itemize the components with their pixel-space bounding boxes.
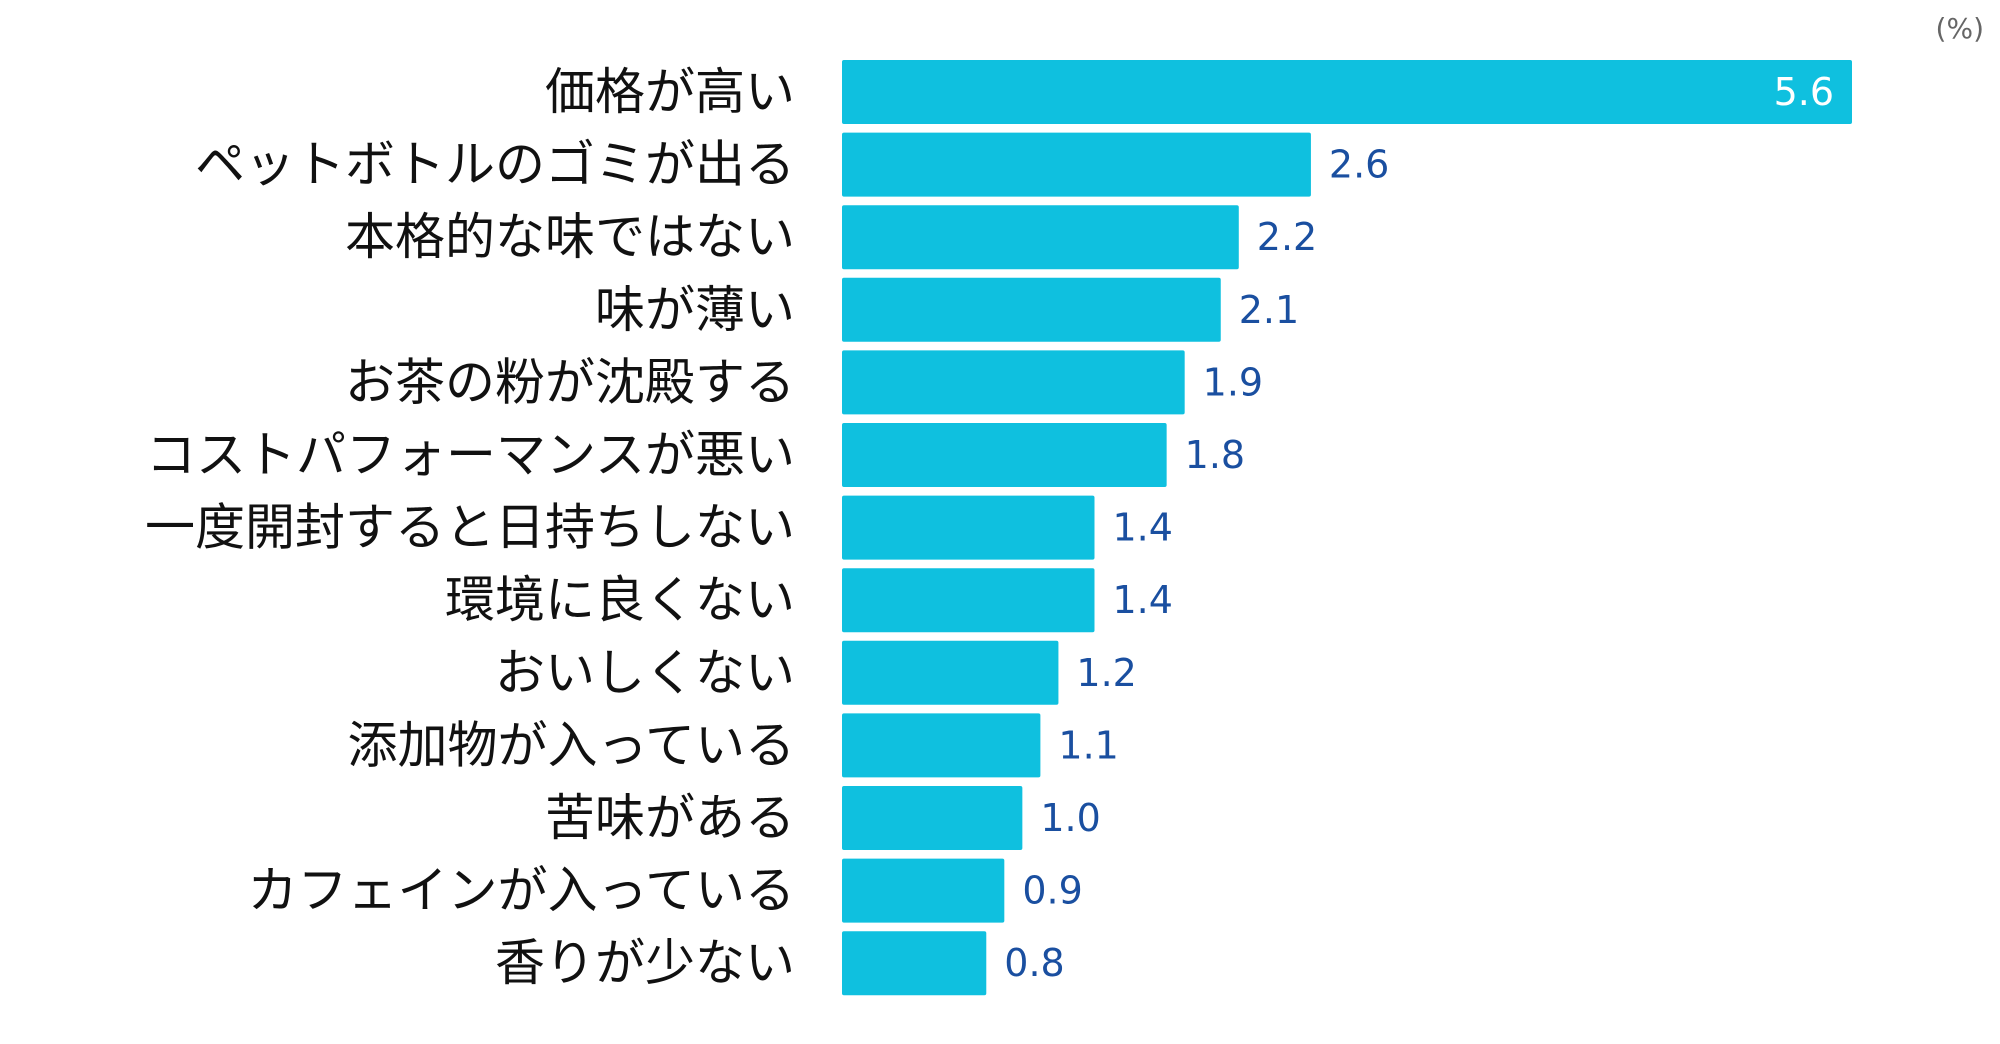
category-label: コストパフォーマンスが悪い bbox=[146, 426, 795, 484]
bar bbox=[842, 786, 1023, 850]
bar bbox=[842, 713, 1041, 778]
value-label: 0.9 bbox=[1022, 869, 1082, 913]
value-label: 1.4 bbox=[1113, 506, 1173, 550]
category-label: 添加物が入っている bbox=[348, 716, 796, 774]
bar bbox=[842, 350, 1185, 415]
bar bbox=[842, 277, 1221, 342]
bar bbox=[842, 205, 1239, 270]
category-label: 味が薄い bbox=[595, 281, 795, 339]
value-label: 2.1 bbox=[1239, 288, 1299, 332]
value-label: 1.0 bbox=[1040, 796, 1100, 840]
category-label: 環境に良くない bbox=[445, 571, 795, 629]
category-label: おいしくない bbox=[495, 644, 795, 702]
category-label: お茶の粉が沈殿する bbox=[345, 353, 795, 411]
value-label: 2.2 bbox=[1257, 215, 1317, 259]
bar bbox=[842, 60, 1852, 124]
value-label: 1.4 bbox=[1113, 578, 1173, 622]
bars-group: 価格が高い 5.6 ペットボトルのゴミが出る 2.6 本格的な味ではない 2.2 味が薄い 2… bbox=[145, 60, 1852, 996]
value-label: 5.6 bbox=[1774, 70, 1834, 114]
value-label: 1.1 bbox=[1058, 723, 1118, 767]
category-label: 一度開封すると日持ちしない bbox=[145, 499, 795, 557]
bar bbox=[842, 132, 1311, 197]
category-label: 本格的な味ではない bbox=[345, 208, 795, 266]
bar bbox=[842, 931, 987, 996]
bar bbox=[842, 423, 1167, 487]
value-label: 1.9 bbox=[1203, 360, 1263, 404]
category-label: カフェインが入っている bbox=[248, 862, 796, 920]
bar bbox=[842, 858, 1005, 923]
value-label: 1.2 bbox=[1076, 651, 1136, 695]
bar bbox=[842, 568, 1095, 633]
category-label: ペットボトルのゴミが出る bbox=[195, 136, 795, 194]
bar bbox=[842, 640, 1059, 705]
category-label: 苦味がある bbox=[545, 789, 795, 847]
unit-label: (%) bbox=[1936, 12, 1984, 45]
value-label: 2.6 bbox=[1329, 143, 1389, 187]
value-label: 1.8 bbox=[1185, 433, 1245, 477]
category-label: 香りが少ない bbox=[495, 934, 795, 992]
bar bbox=[842, 495, 1095, 560]
category-label: 価格が高い bbox=[545, 63, 795, 121]
value-label: 0.8 bbox=[1004, 941, 1064, 985]
